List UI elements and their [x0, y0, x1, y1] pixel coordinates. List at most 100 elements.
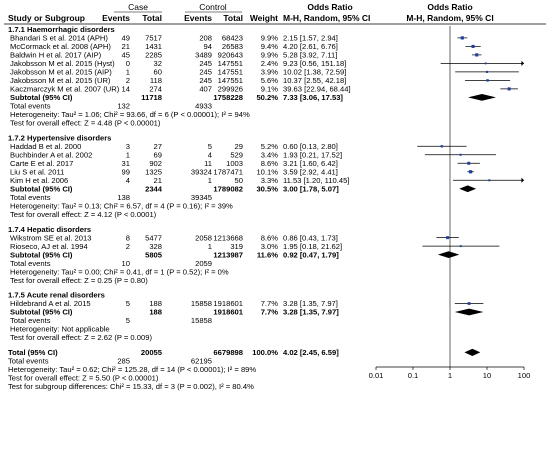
control-events: 245 — [199, 59, 212, 68]
study-name: Hildebrand A et al. 2015 — [10, 299, 91, 308]
study-or-ci: 2.15 [1.57, 2.94] — [283, 34, 338, 43]
case-events: 2 — [126, 76, 130, 85]
subtotal-case-total: 2344 — [145, 184, 163, 193]
control-total: 147551 — [218, 76, 243, 85]
study-weight: 3.9% — [261, 68, 279, 77]
x-axis-tick-label: 0.01 — [369, 371, 384, 380]
study-name: Jakobsson M et al. 2015 (Hyst) — [10, 59, 115, 68]
header-case-total: Total — [142, 13, 162, 23]
subtotal-label: Subtotal (95% CI) — [10, 93, 73, 102]
overall-case-total: 20055 — [141, 348, 163, 357]
study-name: Buchbinder A et al. 2002 — [10, 150, 92, 159]
x-axis-tick-label: 10 — [483, 371, 491, 380]
study-weight: 9.9% — [261, 34, 279, 43]
total-events-label: Total events — [10, 102, 51, 111]
control-events: 245 — [199, 76, 212, 85]
study-name: Bhandari S et al. 2014 (APH) — [10, 34, 108, 43]
study-name: Rioseco, AJ et al. 1994 — [10, 242, 88, 251]
subgroup-title: 1.7.5 Acute renal disorders — [8, 291, 105, 300]
study-or-ci: 10.37 [2.55, 42.18] — [283, 76, 346, 85]
study-or-ci: 39.63 [22.94, 68.44] — [283, 85, 351, 94]
case-total: 328 — [149, 242, 162, 251]
subtotal-control-total: 1918601 — [213, 308, 243, 317]
pooled-diamond — [464, 348, 481, 356]
heterogeneity-text: Heterogeneity: Tau² = 0.13; Chi² = 6.57,… — [10, 201, 233, 210]
study-point — [468, 170, 473, 174]
study-name: Carte E et al. 2017 — [10, 159, 73, 168]
control-events: 2058 — [195, 233, 212, 242]
study-point — [459, 245, 462, 248]
case-total: 2285 — [145, 51, 162, 60]
case-events: 0 — [126, 59, 130, 68]
heterogeneity-text: Heterogeneity: Not applicable — [10, 325, 110, 334]
control-total: 26583 — [222, 42, 243, 51]
case-events: 49 — [122, 34, 130, 43]
total-events-control: 39345 — [191, 193, 212, 202]
case-events: 2 — [126, 242, 130, 251]
pooled-diamond — [454, 308, 484, 316]
case-total: 1325 — [145, 167, 162, 176]
header-group-case: Case — [128, 2, 148, 12]
study-weight: 8.6% — [261, 159, 279, 168]
control-events: 4 — [208, 150, 212, 159]
header-ctrl-total: Total — [223, 13, 243, 23]
overall-effect-text: Test for overall effect: Z = 4.48 (P < 0… — [10, 119, 161, 128]
total-events-label: Total events — [10, 259, 51, 268]
header-group-control: Control — [199, 2, 227, 12]
control-events: 15858 — [191, 299, 212, 308]
header-study: Study or Subgroup — [8, 13, 85, 23]
pooled-diamond — [437, 251, 460, 259]
case-events: 31 — [122, 159, 130, 168]
control-events: 5 — [208, 142, 212, 151]
study-point — [440, 145, 443, 148]
study-weight: 2.4% — [261, 59, 279, 68]
header-group-or-plot: Odds Ratio — [427, 2, 472, 12]
control-total: 50 — [235, 176, 243, 185]
case-total: 1431 — [145, 42, 162, 51]
study-point — [486, 79, 489, 82]
study-name: Jakobsson M et al. 2015 (UR) — [10, 76, 111, 85]
study-name: Kaczmarczyk M et al. 2007 (UR) — [10, 85, 120, 94]
case-events: 21 — [122, 42, 130, 51]
subtotal-weight: 11.6% — [257, 250, 278, 259]
study-point — [475, 53, 479, 57]
control-total: 1003 — [226, 159, 243, 168]
ci-arrow — [521, 60, 524, 66]
subtotal-label: Subtotal (95% CI) — [10, 184, 73, 193]
study-name: Wikstrom SE et al. 2013 — [10, 233, 91, 242]
control-events: 94 — [204, 42, 212, 51]
total-events-label: Total events — [10, 193, 51, 202]
header-ctrl-events: Events — [184, 13, 212, 23]
study-name: Jakobsson M et al. 2015 (AIP) — [10, 68, 112, 77]
case-events: 99 — [122, 167, 130, 176]
x-axis-tick-label: 100 — [518, 371, 531, 380]
control-events: 407 — [199, 85, 212, 94]
subtotal-control-total: 1213987 — [213, 250, 243, 259]
case-total: 188 — [149, 299, 162, 308]
study-weight: 9.4% — [261, 42, 279, 51]
total-events-case: 132 — [117, 102, 130, 111]
study-or-ci: 3.59 [2.92, 4.41] — [283, 167, 338, 176]
heterogeneity-text: Heterogeneity: Tau² = 1.06; Chi² = 93.66… — [10, 110, 250, 119]
subtotal-label: Subtotal (95% CI) — [10, 250, 73, 259]
case-events: 8 — [126, 233, 130, 242]
subtotal-or-ci: 7.33 [3.06, 17.53] — [283, 93, 343, 102]
overall-weight: 100.0% — [252, 348, 278, 357]
study-or-ci: 1.95 [0.18, 21.62] — [283, 242, 342, 251]
case-events: 1 — [126, 150, 130, 159]
overall-effect-text: Test for overall effect: Z = 0.25 (P = 0… — [10, 276, 148, 285]
overall-heterogeneity-text: Heterogeneity: Tau² = 0.62; Chi² = 125.2… — [8, 365, 256, 374]
study-weight: 9.9% — [261, 51, 279, 60]
header-method: M-H, Random, 95% CI — [283, 13, 370, 23]
study-weight: 5.2% — [261, 142, 279, 151]
control-total: 147551 — [218, 68, 243, 77]
subtotal-or-ci: 3.28 [1.35, 7.97] — [283, 308, 339, 317]
subtotal-label: Subtotal (95% CI) — [10, 308, 73, 317]
study-name: Baldwin H et al. 2017 (AIP) — [10, 51, 102, 60]
control-events: 39324 — [191, 167, 212, 176]
subtotal-control-total: 1758228 — [213, 93, 243, 102]
overall-effect-text: Test for overall effect: Z = 4.12 (P < 0… — [10, 210, 157, 219]
overall-events-case: 285 — [117, 357, 130, 366]
study-or-ci: 4.20 [2.61, 6.76] — [283, 42, 338, 51]
